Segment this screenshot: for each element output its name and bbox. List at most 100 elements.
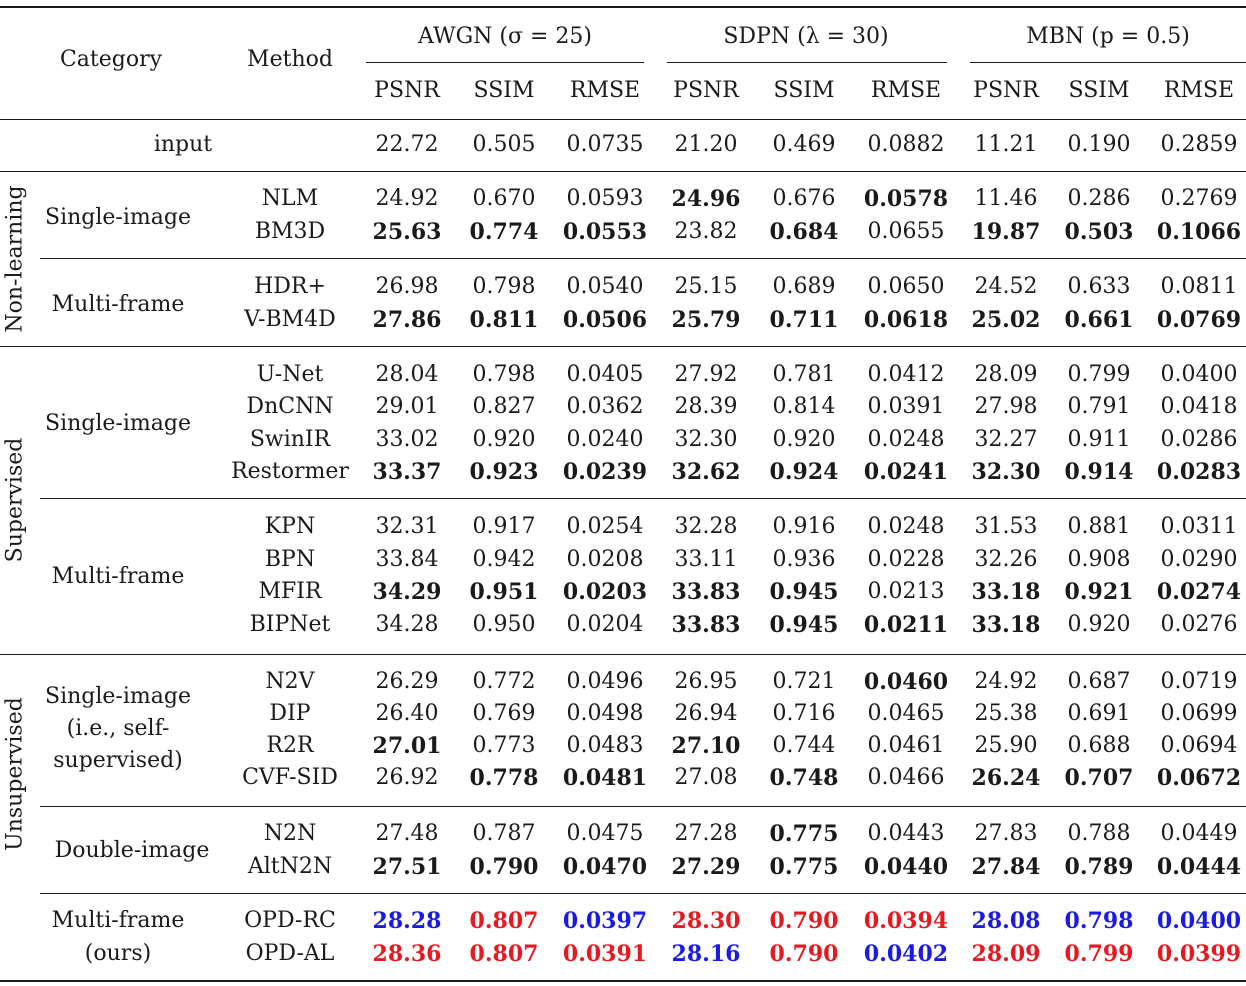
table-cell: 0.0465 (867, 701, 945, 726)
method-name: AltN2N (247, 854, 333, 879)
table-cell: 0.1066 (1156, 219, 1242, 245)
table-cell: 32.27 (974, 427, 1038, 452)
table-cell: 0.936 (772, 547, 836, 572)
table-cell: 27.98 (974, 394, 1038, 419)
table-cell: 27.51 (372, 854, 442, 880)
uns-mid1-rule (40, 806, 1246, 807)
category-supervised: Supervised (2, 437, 28, 563)
table-cell: 31.53 (974, 514, 1038, 539)
table-cell: 11.46 (974, 186, 1038, 211)
table-cell: 0.799 (1067, 362, 1131, 387)
table-cell: 0.0394 (863, 908, 949, 934)
table-cell: 25.90 (974, 733, 1038, 758)
table-cell: 0.0466 (867, 765, 945, 790)
table-cell: 0.0228 (867, 547, 945, 572)
table-cell: 0.0719 (1160, 669, 1238, 694)
header-method: Method (247, 47, 333, 72)
table-cell: 0.881 (1067, 514, 1131, 539)
table-cell: 27.84 (971, 854, 1041, 880)
table-cell: 0.791 (1067, 394, 1131, 419)
table-cell: 34.29 (372, 579, 442, 605)
table-cell: 0.908 (1067, 547, 1131, 572)
table-cell: 0.769 (472, 701, 536, 726)
table-cell: 25.63 (372, 219, 442, 245)
table-cell: 34.28 (375, 612, 439, 637)
table-cell: 32.31 (375, 514, 439, 539)
table-cell: 33.11 (674, 547, 738, 572)
table-cell: 0.811 (469, 307, 539, 333)
table-cell: 27.29 (671, 854, 741, 880)
table-cell: 0.0391 (867, 394, 945, 419)
table-cell: 0.0418 (1160, 394, 1238, 419)
input-rule (0, 171, 1246, 172)
table-cell: 26.94 (674, 701, 738, 726)
table-cell: 32.28 (674, 514, 738, 539)
table-cell: 0.788 (1067, 821, 1131, 846)
table-cell: 0.916 (772, 514, 836, 539)
table-cell: 0.689 (772, 274, 836, 299)
table-cell: 0.0203 (562, 579, 648, 605)
subcat-sup-multi: Multi-frame (51, 564, 185, 589)
method-name: V-BM4D (244, 307, 336, 332)
input-label: input (153, 132, 213, 157)
table-cell: 0.789 (1064, 854, 1134, 880)
table-cell: 0.286 (1067, 186, 1131, 211)
table-cell: 0.0496 (566, 669, 644, 694)
table-cell: 28.04 (375, 362, 439, 387)
table-cell: 0.0248 (867, 514, 945, 539)
table-cell: 0.0699 (1160, 701, 1238, 726)
header-category: Category (59, 47, 163, 72)
table-cell: 27.83 (974, 821, 1038, 846)
header-metric-rmse: RMSE (569, 78, 641, 103)
table-cell: 25.15 (674, 274, 738, 299)
table-cell: 0.0311 (1160, 514, 1238, 539)
header-group-mbn: MBN (p = 0.5) (1026, 24, 1190, 49)
table-cell: 0.661 (1064, 307, 1134, 333)
table-cell: 0.0400 (1160, 362, 1238, 387)
sdpn-underline (667, 62, 947, 63)
table-cell: 26.95 (674, 669, 738, 694)
subcat-sup-single: Single-image (45, 411, 191, 436)
method-name: BIPNet (249, 612, 331, 637)
table-cell: 0.2769 (1160, 186, 1238, 211)
table-cell: 33.18 (971, 579, 1041, 605)
table-cell: 0.707 (1064, 765, 1134, 791)
method-name: MFIR (258, 579, 322, 604)
table-cell: 0.798 (472, 274, 536, 299)
category-unsupervised: Unsupervised (2, 697, 28, 851)
table-cell: 0.748 (769, 765, 839, 791)
table-cell: 0.0412 (867, 362, 945, 387)
table-cell: 0.920 (472, 427, 536, 452)
input-value: 0.0735 (566, 132, 644, 157)
table-cell: 27.01 (372, 733, 442, 759)
sup-mid-rule (40, 498, 1246, 499)
table-cell: 0.0655 (867, 219, 945, 244)
method-name: DIP (269, 701, 311, 726)
method-name: BM3D (254, 219, 326, 244)
table-cell: 26.98 (375, 274, 439, 299)
table-cell: 0.0405 (566, 362, 644, 387)
table-cell: 0.0506 (562, 307, 648, 333)
table-cell: 28.09 (974, 362, 1038, 387)
method-name: N2N (263, 821, 317, 846)
table-cell: 0.503 (1064, 219, 1134, 245)
method-name: HDR+ (254, 274, 326, 299)
header-metric-psnr: PSNR (673, 78, 739, 103)
table-cell: 26.40 (375, 701, 439, 726)
header-metric-ssim: SSIM (1068, 78, 1130, 103)
method-name: N2V (265, 669, 315, 694)
table-cell: 33.37 (372, 459, 442, 485)
table-cell: 28.16 (671, 941, 741, 967)
uns-end-rule (40, 893, 1246, 894)
table-cell: 0.0444 (1156, 854, 1242, 880)
table-cell: 0.787 (472, 821, 536, 846)
table-cell: 0.951 (469, 579, 539, 605)
method-name: SwinIR (249, 427, 331, 452)
table-cell: 0.0618 (863, 307, 949, 333)
table-cell: 0.633 (1067, 274, 1131, 299)
method-name: OPD-AL (245, 941, 335, 966)
table-cell: 25.38 (974, 701, 1038, 726)
table-cell: 0.950 (472, 612, 536, 637)
table-cell: 0.773 (472, 733, 536, 758)
subcat-nl-multi: Multi-frame (51, 292, 185, 317)
